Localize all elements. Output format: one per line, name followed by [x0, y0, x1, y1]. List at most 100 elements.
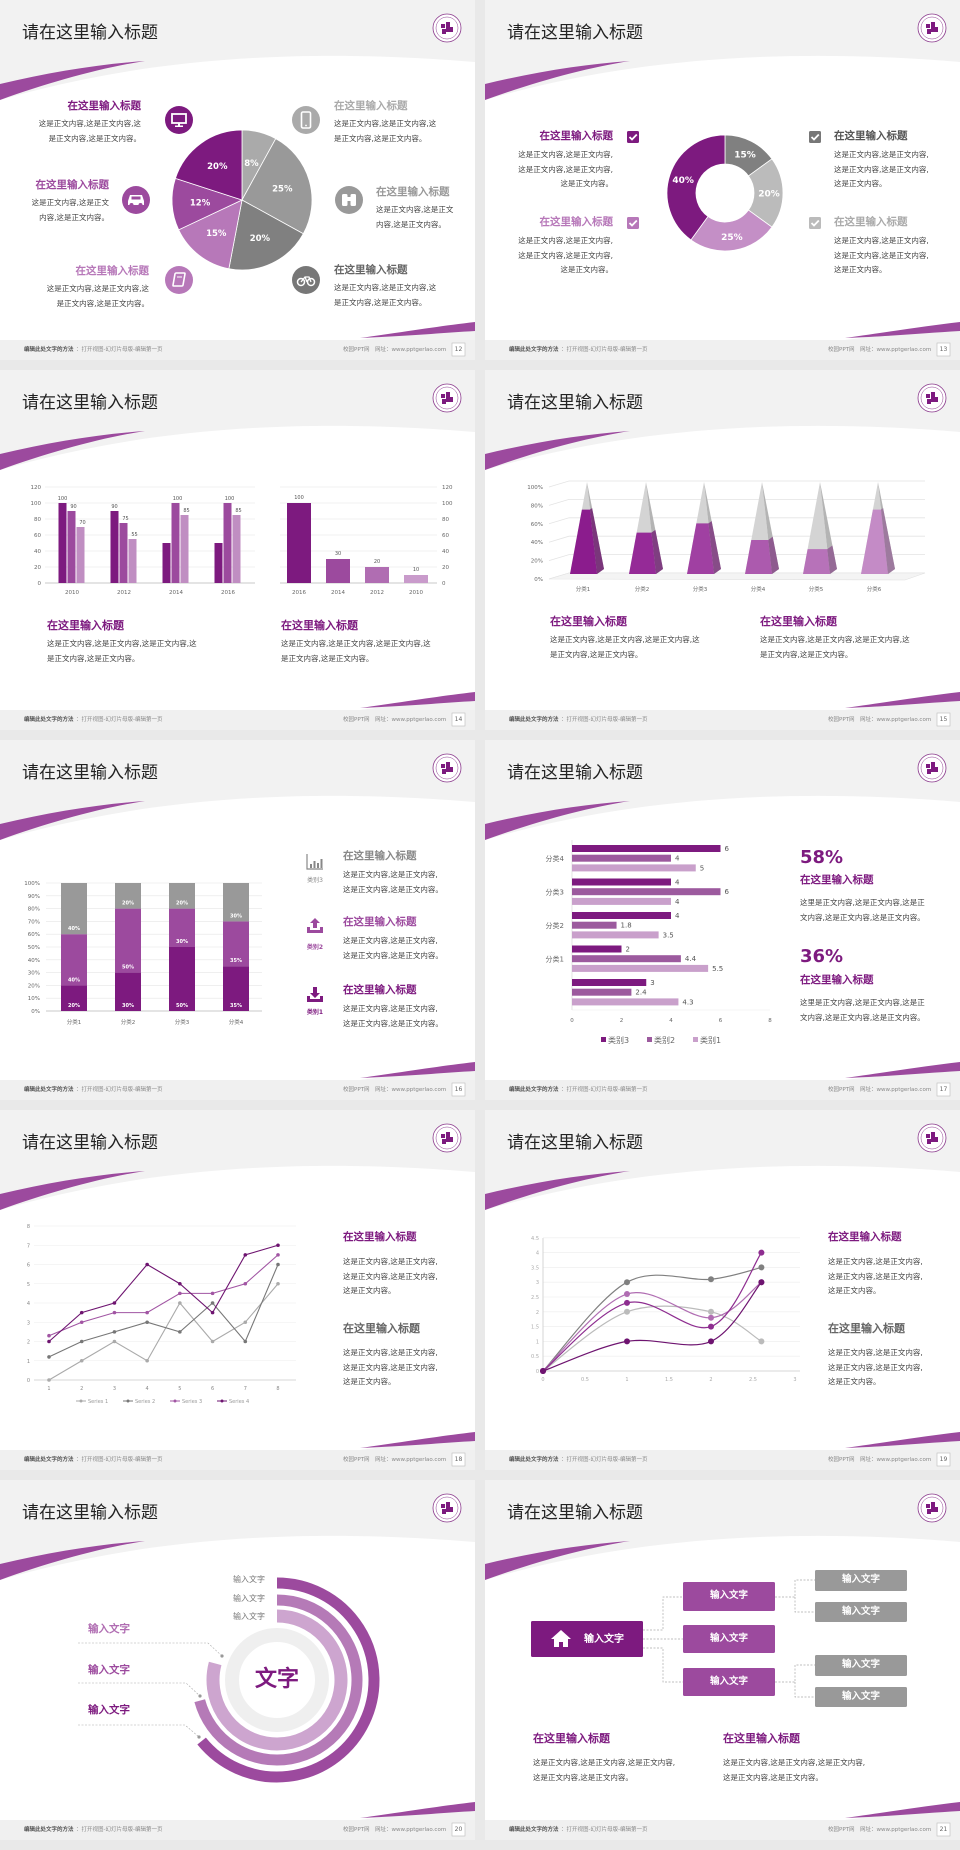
icon-bg: [292, 106, 320, 134]
icon-part: [307, 996, 323, 1002]
segment-data-label: 35%: [230, 958, 242, 964]
body-text: 这是正文内容。: [834, 179, 887, 189]
y-tick-label: 60: [34, 533, 41, 539]
body-text: 这是正文内容,这是正文内容,这: [334, 119, 437, 129]
top-swoosh: [485, 431, 630, 470]
bottom-swoosh: [845, 692, 960, 708]
body-text: 是正文内容,这是正文内容。: [48, 133, 141, 143]
bar-data-label: 4: [675, 855, 680, 863]
footer-url: 网址：www.pptgerlao.com: [860, 346, 932, 353]
bar: [326, 559, 350, 583]
x-tick-label: 2012: [370, 590, 384, 596]
pie-data-label: 20%: [207, 162, 228, 172]
leaf-node-label: 输入文字: [841, 1659, 880, 1671]
icon-part: [627, 131, 639, 143]
data-point: [79, 1339, 84, 1344]
series-line: [48, 1244, 279, 1342]
pyramid-value-side: [589, 508, 605, 575]
y-tick-label: 20%: [531, 559, 543, 565]
slide-canvas: [485, 1480, 960, 1840]
x-tick-label: 7: [244, 1386, 247, 1392]
gridline: [548, 535, 925, 543]
legend-label: Series 4: [229, 1399, 249, 1405]
series-line: [48, 1254, 279, 1337]
school-logo: [917, 1123, 947, 1153]
body-text: 这是正文内容。: [834, 265, 887, 275]
y-tick-label: 40%: [531, 540, 543, 546]
footer-band: [485, 1450, 960, 1470]
pyramid-value-side: [827, 545, 838, 575]
segment-data-label: 20%: [68, 1003, 80, 1009]
bottom-swoosh: [360, 692, 475, 708]
top-swoosh: [485, 61, 630, 100]
pie-data-label: 25%: [272, 184, 293, 194]
legend-marker: [220, 1399, 224, 1403]
legend-label: 类别2: [654, 1035, 675, 1045]
page-number-box: [936, 1452, 951, 1467]
body-text: 这是正文内容,这是正文内容。: [343, 1018, 443, 1028]
school-logo: [432, 13, 462, 43]
stacked-bar-segment: [115, 883, 141, 909]
bar: [119, 523, 128, 583]
footer-band: [0, 710, 475, 730]
school-logo: [917, 13, 947, 43]
bottom-swoosh: [360, 1432, 475, 1448]
y-tick-label: 0: [38, 581, 42, 587]
donut-data-label: 15%: [734, 150, 756, 160]
slide-21: 请在这里输入标题 编辑此处文字的方法 ：打开视图-幻灯片母版-编辑第一页 校园PPT网…: [485, 1480, 960, 1840]
page-number-box: [936, 342, 951, 357]
footer-url: 网址：www.pptgerlao.com: [860, 1826, 932, 1833]
section-heading: 在这里输入标题: [343, 850, 417, 863]
y-tick-label: 3: [27, 1320, 30, 1326]
bar-data-label: 6: [725, 845, 730, 853]
category-label: 类别3: [307, 876, 323, 884]
slide-title: 请在这里输入标题: [507, 393, 643, 413]
body-text: 这是正文内容,这是正文内容,: [518, 150, 613, 160]
side-label: 输入文字: [88, 1623, 130, 1636]
top-swoosh: [485, 1541, 630, 1580]
footer-hint: ：打开视图-幻灯片母版-编辑第一页: [561, 1456, 648, 1463]
body-text: 这是正文内容,这是正文内容,: [834, 150, 929, 160]
logo-mark: [441, 1502, 453, 1514]
footer-band: [485, 1080, 960, 1100]
data-point: [47, 1333, 51, 1338]
logo-mark: [926, 1502, 938, 1514]
stacked-bar-segment: [223, 883, 249, 922]
binoculars-icon: [335, 186, 363, 214]
x-tick-label: 2016: [292, 590, 306, 596]
footer-hint-label: 编辑此处文字的方法: [24, 346, 74, 353]
y-tick-label: 4: [536, 1251, 539, 1257]
data-point: [47, 1378, 51, 1382]
school-logo: [917, 753, 947, 783]
branch-node-box: [683, 1625, 775, 1653]
pyramid-value: [687, 523, 714, 574]
x-tick-label: 1: [625, 1377, 628, 1383]
body-text: 这是正文内容,这是正文内容,: [343, 936, 438, 946]
icon-part: [350, 194, 356, 206]
body-text: 这里是正文内容,这是正文内容,这是正: [800, 998, 925, 1008]
x-tick-label: 4: [669, 1018, 673, 1024]
slide-12: 8% 25% 20% 15% 12% 20% 请在这里输入标题 编辑此处文字的方法 ：打开视图-…: [0, 0, 475, 360]
data-point: [210, 1310, 215, 1315]
stacked-bar-segment: [61, 985, 87, 1011]
body-text: 内容,这是正文内容。: [376, 219, 446, 229]
icon-part: [627, 217, 639, 229]
icon-part: [129, 203, 134, 207]
footer-hint-label: 编辑此处文字的方法: [509, 346, 559, 353]
bar: [572, 979, 647, 986]
section-heading: 在这里输入标题: [539, 216, 614, 229]
leaf-node-label: 输入文字: [841, 1690, 880, 1702]
leader-line: [78, 1682, 201, 1697]
pyramid-value: [745, 539, 772, 574]
footer-url: 网址：www.pptgerlao.com: [375, 1826, 447, 1833]
x-tick-label: 分类1: [576, 585, 591, 593]
footer-site: 校园PPT网: [828, 716, 855, 723]
bar-data-label: 70: [79, 520, 85, 526]
icon-part: [628, 133, 638, 141]
logo-ring: [435, 16, 459, 40]
top-swoosh: [485, 1171, 630, 1210]
bicycle-icon: [292, 266, 320, 294]
x-tick-label: 3: [113, 1386, 116, 1392]
series-line: [48, 1283, 279, 1381]
footer-band: [485, 710, 960, 730]
